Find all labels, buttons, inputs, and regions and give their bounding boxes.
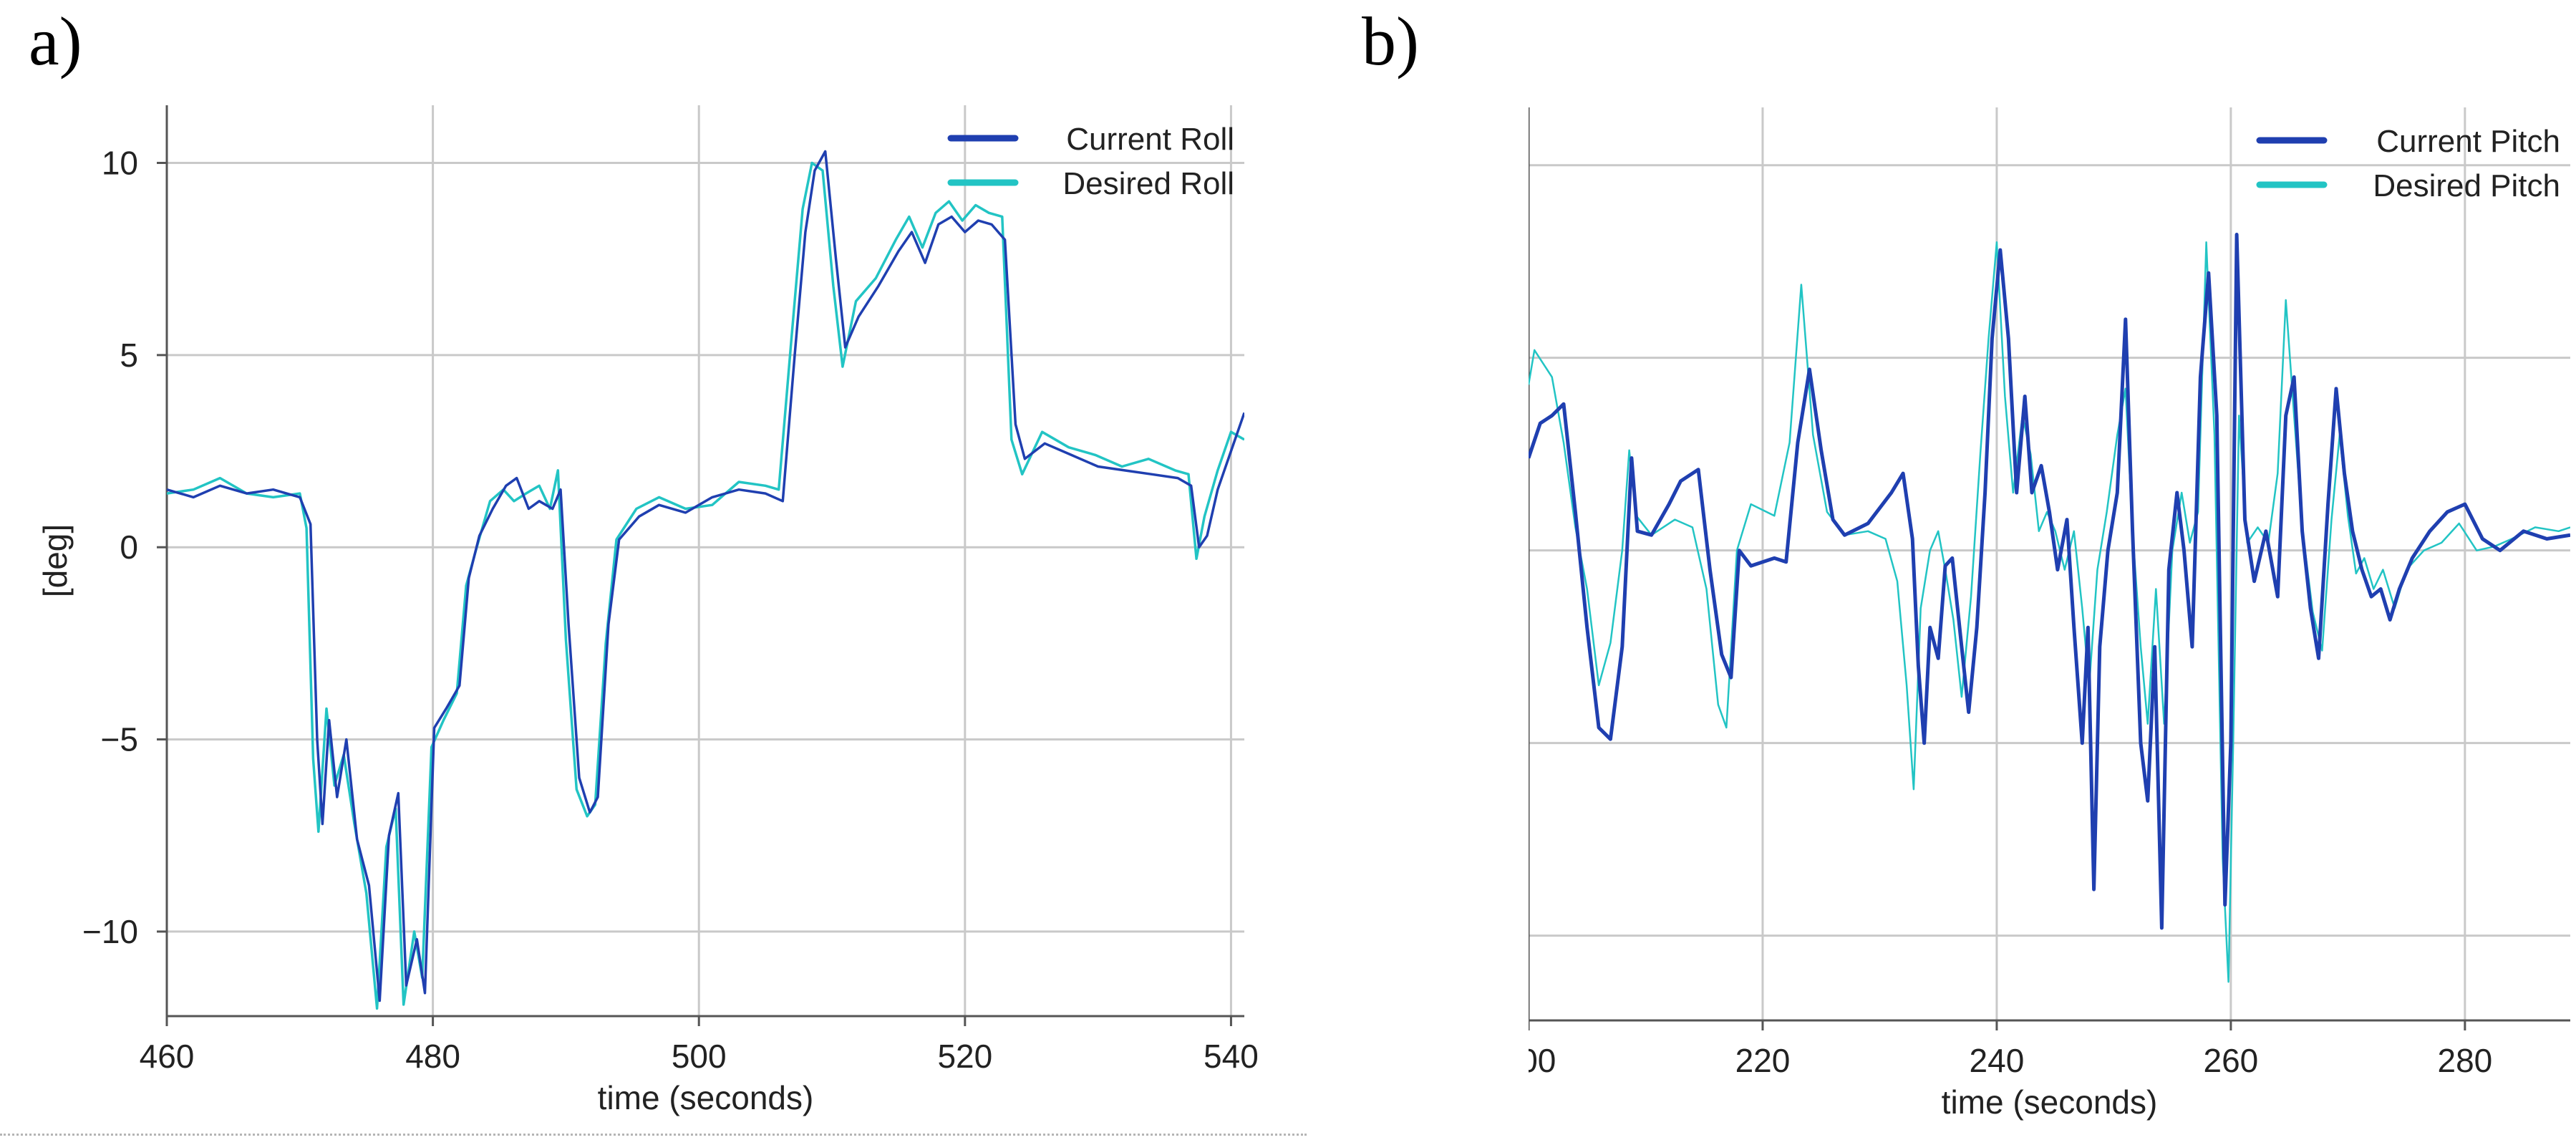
panel-label-a: a) <box>29 3 82 79</box>
y-tick-label: 0 <box>120 528 138 566</box>
y-tick-label: −10 <box>82 913 138 950</box>
x-tick-label: 280 <box>2437 1042 2492 1079</box>
series-line-desired-pitch <box>1529 241 2570 983</box>
pitch-grid <box>1529 107 2570 1020</box>
x-tick-label: 460 <box>140 1038 195 1075</box>
x-tick-label: 520 <box>937 1038 992 1075</box>
x-tick-label: 240 <box>1970 1042 2025 1079</box>
series-line-current-pitch <box>1529 233 2570 930</box>
pitch-x-axis-label: time (seconds) <box>1942 1083 2158 1121</box>
roll-y-axis-label: [deg] <box>37 524 74 597</box>
legend-label: Desired Roll <box>1062 166 1234 201</box>
y-tick-label: 10 <box>102 145 138 182</box>
x-tick-label: 500 <box>672 1038 727 1075</box>
roll-chart: 460 480 500 520 540 −10 −5 0 5 10 time (seconds) [d… <box>37 105 1259 1116</box>
legend-label: Current Roll <box>1066 122 1234 157</box>
legend-label: Desired Pitch <box>2373 168 2560 203</box>
pitch-legend: Current Pitch Desired Pitch <box>2256 124 2560 203</box>
series-line-current-roll <box>167 150 1244 1003</box>
x-tick-label: 220 <box>1735 1042 1791 1079</box>
x-tick-label: 540 <box>1204 1038 1259 1075</box>
panel-label-b: b) <box>1362 3 1419 79</box>
x-tick-label: 480 <box>405 1038 460 1075</box>
x-tick-label: 200 <box>1529 1042 1556 1079</box>
y-tick-label: 5 <box>120 337 138 374</box>
roll-legend: Current Roll Desired Roll <box>947 122 1234 201</box>
roll-grid <box>165 105 1244 1016</box>
series-line-desired-roll <box>167 161 1244 1010</box>
x-tick-label: 260 <box>2204 1042 2259 1079</box>
y-tick-label: −5 <box>101 721 138 758</box>
roll-x-axis-label: time (seconds) <box>598 1079 814 1116</box>
legend-label: Current Pitch <box>2376 124 2560 159</box>
bottom-divider <box>0 1134 1307 1136</box>
